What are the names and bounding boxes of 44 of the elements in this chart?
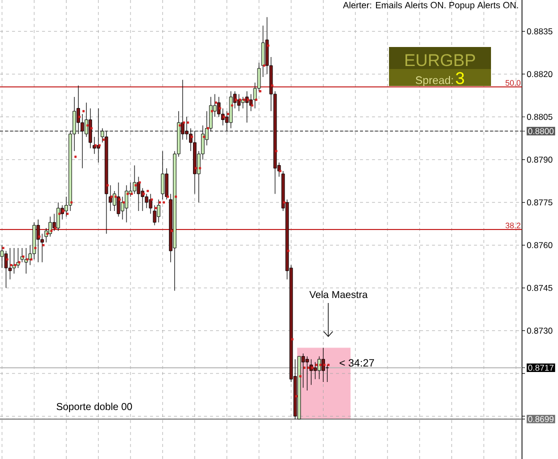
candlestick — [144, 194, 148, 208]
y-tick-label: 0.8835 — [527, 28, 552, 34]
candlestick — [164, 168, 168, 200]
candlestick — [124, 184, 128, 223]
candlestick — [136, 176, 140, 212]
candlestick — [156, 199, 160, 223]
y-tick-label: 0.8760 — [527, 242, 552, 248]
candlestick — [237, 94, 241, 112]
candlestick — [8, 248, 12, 280]
candlestick — [116, 182, 120, 217]
y-tick-label: 0.8820 — [527, 71, 552, 78]
y-tick-label: 0.8805 — [527, 114, 552, 120]
candlestick — [318, 356, 321, 380]
annotation: Spread: — [416, 76, 453, 86]
candlestick — [56, 202, 60, 232]
candlestick — [132, 165, 136, 194]
candlestick — [108, 184, 112, 212]
candlestick — [160, 150, 164, 200]
candlestick — [36, 219, 40, 263]
y-tick-label: 0.8775 — [527, 199, 552, 206]
candlestick — [322, 347, 325, 382]
annotation: Soporte doble 00 — [56, 402, 132, 412]
y-tick-label: 0.8730 — [527, 328, 552, 334]
text: EURGBP — [405, 54, 475, 66]
annotation: 38.2 — [506, 222, 520, 228]
annotation: 50.0 — [506, 80, 520, 86]
candlestick — [4, 250, 8, 288]
candlestick — [152, 204, 156, 226]
annotation: Vela Maestra — [309, 290, 368, 298]
candlestick — [88, 108, 92, 149]
y-tick-label: 0.8790 — [527, 156, 552, 163]
candlestick — [209, 96, 213, 132]
annotation: 3 — [456, 72, 464, 84]
candlestick — [314, 362, 317, 380]
candlestick — [305, 356, 309, 391]
y-tick-label: 0.8800 — [528, 128, 554, 134]
annotation: < 34:27 — [340, 359, 374, 367]
y-tick-label: 0.8745 — [527, 284, 552, 291]
candlestick — [185, 116, 188, 140]
annotation: Alerter: Emails Alerts ON. Popup Alerts ON. — [342, 2, 518, 10]
candlestick — [148, 194, 152, 214]
y-tick-label: 0.8699 — [528, 416, 554, 422]
candlestick — [48, 216, 52, 237]
y-tick-label: 0.8717 — [528, 364, 554, 371]
